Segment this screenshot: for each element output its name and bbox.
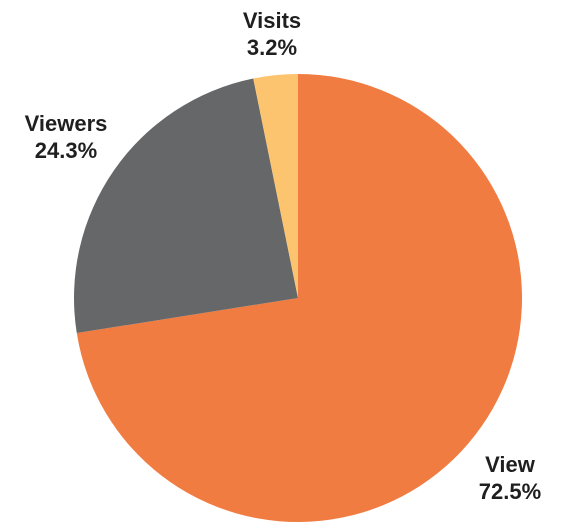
label-visits: Visits 3.2% bbox=[243, 8, 301, 60]
label-view: View 72.5% bbox=[479, 452, 541, 504]
label-name-visits: Visits bbox=[243, 8, 301, 33]
label-name-view: View bbox=[485, 452, 536, 477]
slice-visits bbox=[253, 74, 298, 298]
label-name-viewers: Viewers bbox=[25, 111, 108, 136]
label-viewers: Viewers 24.3% bbox=[25, 111, 108, 163]
pie-labels: View 72.5% Viewers 24.3% Visits 3.2% bbox=[25, 8, 542, 504]
slice-view bbox=[76, 74, 522, 523]
pie-slices bbox=[74, 74, 522, 523]
slice-viewers bbox=[74, 78, 298, 334]
label-value-view: 72.5% bbox=[479, 479, 541, 504]
label-value-visits: 3.2% bbox=[247, 35, 297, 60]
label-value-viewers: 24.3% bbox=[35, 138, 97, 163]
